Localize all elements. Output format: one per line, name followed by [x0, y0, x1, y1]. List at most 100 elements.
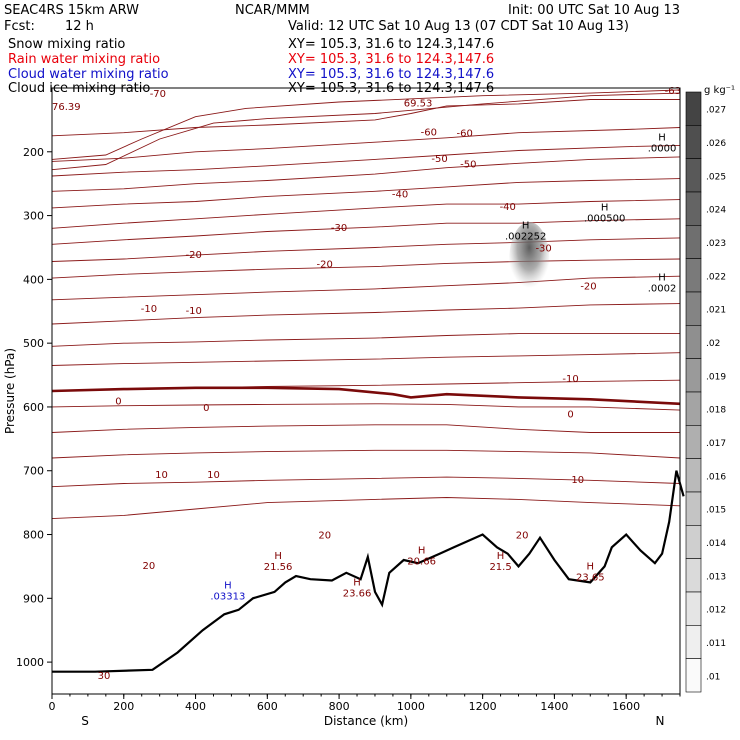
y-tick-label: 1000: [16, 656, 44, 669]
colorbar-tick-label: .01: [706, 672, 720, 682]
contour-label: 10: [207, 470, 220, 481]
fcst-label: Fcst:: [4, 19, 35, 34]
terrain-line: [52, 470, 685, 673]
contour-label: 0: [203, 403, 209, 414]
contour-line: [51, 127, 681, 162]
contour-label: -20: [580, 282, 596, 293]
colorbar-swatch: [685, 558, 702, 593]
colorbar-tick-label: .023: [706, 239, 726, 249]
extremum-letter: H: [522, 220, 530, 231]
field-xy-cloudwater: XY= 105.3, 31.6 to 124.3,147.6: [288, 67, 495, 82]
init-label: Init: 00 UTC Sat 10 Aug 13: [508, 3, 681, 18]
axes: 0 200 400 600 800 1000 1200 1400 160020030040050…: [16, 146, 681, 713]
contour-label: -10: [186, 306, 202, 317]
contour-line: [51, 352, 681, 366]
contour-label: -50: [460, 159, 476, 170]
contour-label: 30: [98, 671, 111, 682]
temperature-contours: [51, 89, 681, 520]
colorbar-swatch: [685, 591, 702, 626]
colorbar-unit: g kg⁻¹: [704, 85, 735, 96]
extremum-marker: H.0000: [648, 132, 677, 154]
endpoint-label-left: S: [81, 714, 89, 728]
contour-line: [51, 199, 681, 229]
contour-label: -10: [562, 374, 578, 385]
contour-label: 20: [516, 531, 529, 542]
colorbar-tick-label: .02: [706, 339, 720, 349]
x-tick-label: 200: [113, 700, 134, 713]
x-axis-label: Distance (km): [324, 714, 408, 728]
extremum-value: 23.66: [343, 589, 372, 600]
extremum-value: .0002: [648, 284, 677, 295]
contour-line: [51, 156, 681, 192]
colorbar-swatch: [685, 258, 702, 293]
colorbar-tick-label: .019: [706, 372, 726, 382]
colorbar-tick-label: .013: [706, 572, 726, 582]
contour-line: [51, 99, 680, 137]
contour-line: [51, 424, 680, 433]
y-tick-label: 600: [23, 401, 44, 414]
extremum-value: 23.65: [576, 573, 605, 584]
cloud-ice-plume: [509, 221, 550, 296]
x-tick-label: 1000: [397, 700, 425, 713]
colorbar-tick-label: .027: [706, 106, 726, 116]
contour-label: 20: [143, 561, 156, 572]
org-label: NCAR/MMM: [235, 3, 310, 18]
extremum-letter: H: [497, 551, 505, 562]
contour-line: [51, 449, 681, 459]
fcst-value: 12 h: [65, 19, 94, 34]
colorbar-swatch: [685, 325, 702, 359]
contour-line: [51, 258, 681, 279]
colorbar-tick-label: .026: [706, 139, 726, 149]
extremum-marker: H.0002: [648, 273, 677, 295]
extremum-value: 21.56: [264, 562, 293, 573]
contour-line: [51, 476, 681, 488]
contour-label: 10: [155, 470, 168, 481]
y-tick-label: 400: [23, 273, 44, 286]
colorbar-tick-label: .024: [706, 206, 726, 216]
contour-label: -40: [500, 202, 516, 213]
contour-label: 69.53: [404, 99, 433, 110]
contour-label: -30: [535, 243, 551, 254]
colorbar-tick-label: .017: [706, 439, 726, 449]
extremum-value: .002252: [505, 231, 546, 242]
extremum-marker: H.03313: [210, 581, 245, 603]
extremum-letter: H: [658, 273, 666, 284]
contour-line: [51, 497, 681, 520]
field-name-rain: Rain water mixing ratio: [8, 52, 161, 67]
field-name-snow: Snow mixing ratio: [8, 37, 126, 52]
colorbar-swatch: [685, 458, 702, 493]
colorbar-swatch: [685, 425, 702, 459]
colorbar-swatch: [685, 391, 702, 426]
contour-label: 0: [115, 397, 121, 408]
contour-label: 76.39: [52, 102, 81, 113]
contour-label: -30: [331, 223, 347, 234]
plot-frame: [51, 87, 681, 695]
x-tick-label: 1400: [540, 700, 568, 713]
colorbar-swatch: [685, 91, 702, 126]
extremum-value: .03313: [210, 592, 245, 603]
extremum-marker: H21.5: [489, 551, 511, 573]
contour-line: [51, 303, 681, 325]
contour-label: -10: [141, 304, 157, 315]
contour-label: -70: [150, 89, 166, 100]
contour-line: [51, 403, 681, 411]
extremum-letter: H: [418, 546, 426, 557]
extremum-value: 21.5: [489, 562, 511, 573]
valid-label: Valid: 12 UTC Sat 10 Aug 13 (07 CDT Sat …: [288, 19, 629, 34]
x-tick-label: 600: [257, 700, 278, 713]
contour-label: 20: [318, 531, 331, 542]
colorbar-swatch: [685, 125, 702, 159]
x-tick-label: 800: [329, 700, 350, 713]
contour-line: [51, 275, 681, 301]
x-tick-label: 1600: [612, 700, 640, 713]
freezing-level-line: [51, 386, 681, 406]
colorbar-swatch: [685, 291, 702, 326]
terrain-profile: [52, 470, 685, 673]
colorbar-swatch: [685, 225, 702, 259]
colorbar: .027 .026 .025 .024 .023 .022 .021 .02 .019 .018.…: [685, 91, 726, 693]
y-axis-label: Pressure (hPa): [3, 348, 17, 434]
contour-label: 10: [571, 475, 584, 486]
colorbar-tick-label: .012: [706, 606, 726, 616]
extremum-value: 20.66: [407, 557, 436, 568]
